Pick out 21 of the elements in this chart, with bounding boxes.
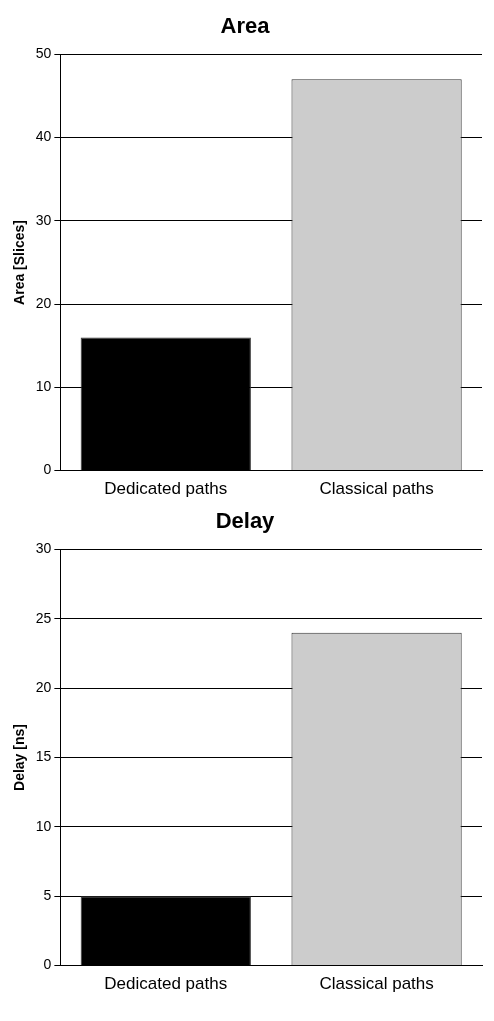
y-tick-label: 10 [35,378,52,395]
chart-title: Delay [215,508,276,534]
chart-title: Area [220,13,271,39]
y-tick-label: 15 [35,748,52,765]
y-tick-label: 40 [35,128,52,145]
y-tick-label: 0 [43,956,52,973]
y-tick-label: 20 [35,678,52,695]
y-tick-label: 25 [35,609,52,626]
x-tick-label: Classical paths [319,974,434,994]
y-tick-label: 0 [43,461,52,478]
y-axis-title: Delay [ns] [11,724,28,791]
y-tick-label: 5 [43,887,52,904]
y-tick-label: 50 [35,45,52,62]
y-tick-label: 20 [35,294,52,311]
y-tick-label: 30 [35,540,52,557]
y-axis-title: Area [Slices] [11,220,28,305]
x-tick-label: Dedicated paths [104,479,228,499]
x-tick-label: Classical paths [319,479,434,499]
y-tick-label: 10 [35,817,52,834]
y-tick-label: 30 [35,211,52,228]
x-tick-label: Dedicated paths [104,974,228,994]
